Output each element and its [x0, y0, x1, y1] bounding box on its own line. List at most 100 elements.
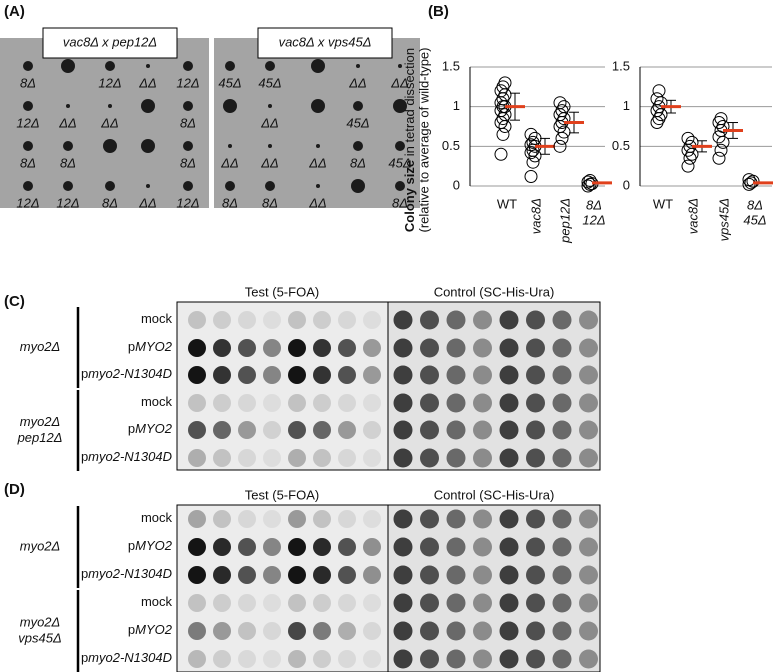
spot	[420, 593, 439, 613]
plate-image	[0, 38, 209, 208]
colony-label: ΔΔ	[260, 115, 278, 130]
spot	[499, 338, 519, 358]
y-tick-label: 0	[453, 177, 460, 192]
data-point	[555, 131, 569, 145]
data-point	[553, 139, 567, 153]
row-label-gene: MYO2	[135, 421, 173, 436]
plate-test	[176, 504, 389, 672]
colony	[23, 141, 33, 151]
spot	[363, 510, 381, 528]
colony	[63, 141, 73, 151]
spot	[526, 649, 545, 669]
panel-label: (C)	[4, 293, 25, 310]
spot	[393, 393, 413, 413]
row-label: mock	[141, 594, 173, 609]
column-header: Control (SC-His-Ura)	[434, 487, 555, 502]
colony	[353, 101, 363, 111]
row-label-gene: MYO2	[135, 622, 173, 637]
colony	[141, 139, 155, 153]
spot	[313, 538, 331, 556]
row-label-plain: p	[128, 421, 135, 436]
colony-label: ΔΔ	[220, 155, 238, 170]
spot	[446, 649, 466, 669]
spot	[499, 509, 519, 529]
spot	[420, 365, 439, 385]
spot	[526, 565, 545, 585]
row-label: pMYO2	[128, 339, 173, 354]
colony-label: 12Δ	[176, 195, 199, 210]
spot	[238, 650, 256, 668]
spot	[446, 310, 466, 330]
spot	[288, 622, 306, 640]
spot	[499, 565, 519, 585]
colony	[223, 99, 237, 113]
colony-label: 8Δ	[180, 115, 196, 130]
spot	[313, 566, 331, 584]
spot	[473, 593, 492, 613]
spot	[499, 420, 519, 440]
spot	[188, 650, 206, 668]
colony-label: ΔΔ	[390, 75, 408, 90]
spot	[393, 565, 413, 585]
spot	[238, 538, 256, 556]
y-tick-label: 1	[453, 98, 460, 113]
spot	[552, 593, 572, 613]
spot	[473, 338, 492, 358]
spot	[238, 339, 256, 357]
colony	[61, 59, 75, 73]
data-point	[524, 138, 538, 152]
spot	[579, 649, 598, 669]
spot	[363, 339, 381, 357]
colony-label: 12Δ	[98, 75, 121, 90]
colony-label: 12Δ	[16, 195, 39, 210]
y-axis-subtitle: (relative to average of wild-type)	[416, 48, 431, 233]
x-category-label: 12Δ	[582, 212, 605, 227]
colony	[353, 141, 363, 151]
colony	[23, 101, 33, 111]
row-label-gene: MYO2	[135, 538, 173, 553]
row-label-plain: p	[128, 339, 135, 354]
y-axis-title: Colony size in tetrad dissection	[402, 48, 417, 232]
spot	[313, 449, 331, 467]
colony	[183, 61, 193, 71]
spot	[313, 311, 331, 329]
spot	[238, 449, 256, 467]
spot	[338, 650, 356, 668]
spot	[473, 393, 492, 413]
spot	[579, 565, 598, 585]
spot	[526, 509, 545, 529]
data-point	[716, 120, 730, 133]
data-point	[742, 177, 756, 191]
spot	[393, 649, 413, 669]
spot	[338, 510, 356, 528]
spot	[579, 338, 598, 358]
spot	[499, 621, 519, 641]
spot	[313, 622, 331, 640]
spot	[288, 339, 306, 357]
row-label-plain: p	[81, 566, 88, 581]
spot	[338, 449, 356, 467]
data-point	[681, 131, 695, 145]
spot	[499, 593, 519, 613]
colony-label: 8Δ	[262, 195, 278, 210]
spot	[238, 566, 256, 584]
data-point	[583, 173, 597, 187]
group-label: myo2Δ	[20, 614, 61, 629]
data-point	[742, 173, 756, 187]
row-label-plain: p	[128, 538, 135, 553]
data-point	[714, 143, 728, 157]
spot	[213, 366, 231, 384]
colony	[66, 104, 70, 108]
spot	[579, 593, 598, 613]
colony-label: 8Δ	[20, 155, 36, 170]
group-label: pep12Δ	[17, 430, 63, 445]
colony	[316, 144, 320, 148]
spot	[288, 594, 306, 612]
colony	[228, 144, 232, 148]
spot	[363, 538, 381, 556]
column-header: Test (5-FOA)	[245, 284, 319, 299]
spot	[313, 650, 331, 668]
data-point	[712, 151, 726, 165]
spot	[338, 311, 356, 329]
spot	[213, 394, 231, 412]
